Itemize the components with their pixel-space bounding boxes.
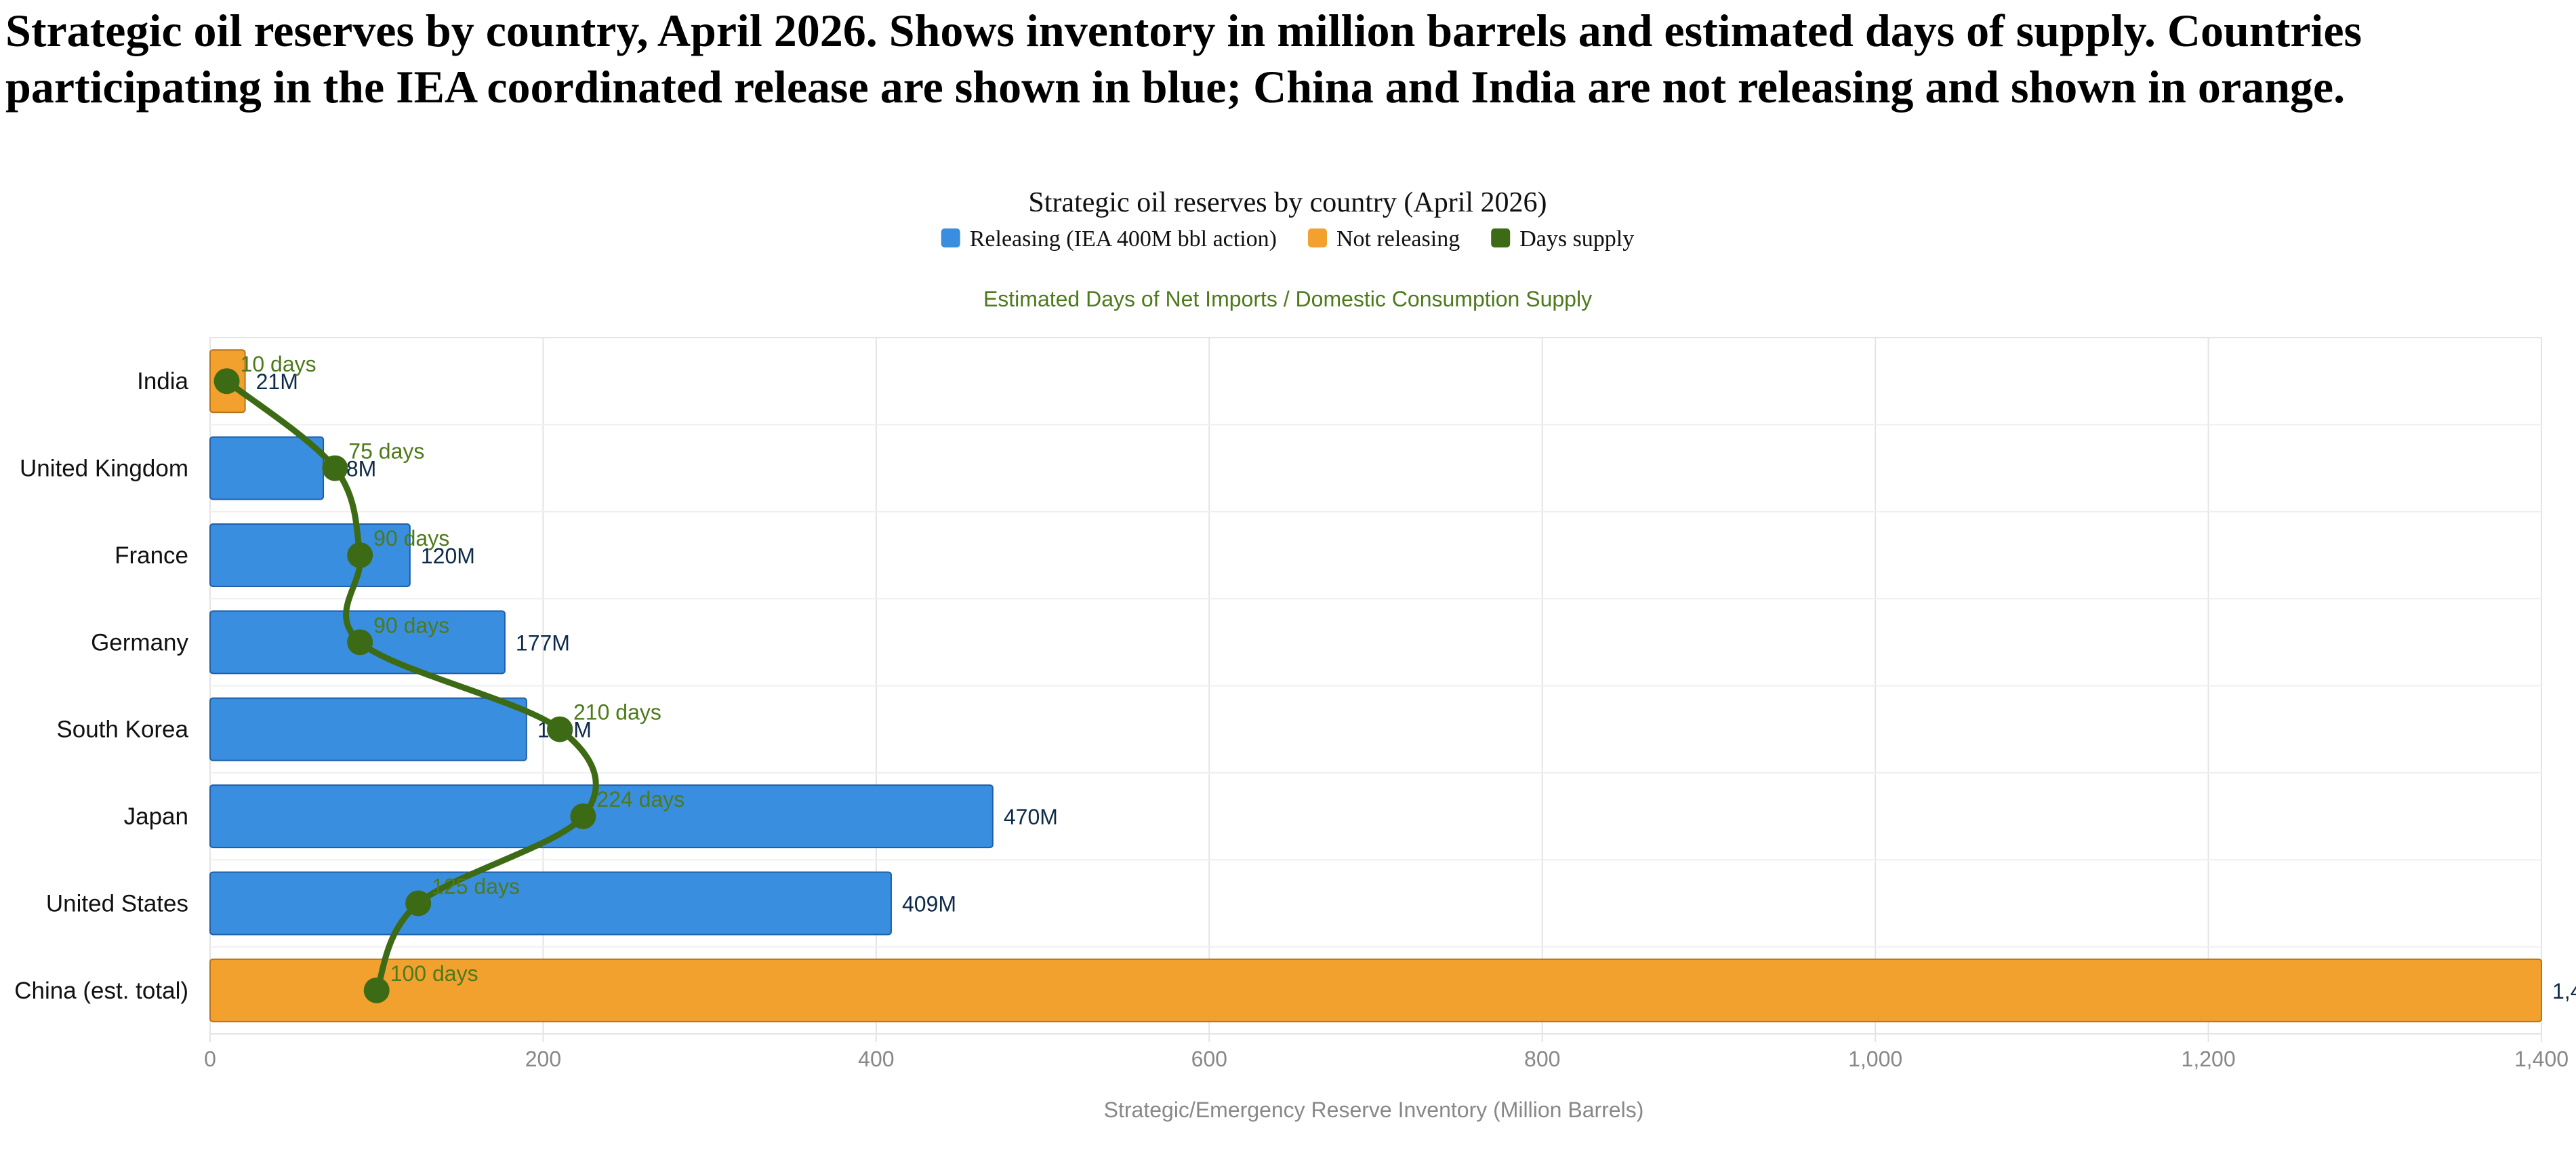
legend-label: Not releasing <box>1336 226 1460 252</box>
x-tick-label: 1,000 <box>1848 1047 1902 1071</box>
days-supply-point <box>213 368 240 395</box>
days-supply-line <box>224 378 599 994</box>
category-label: China (est. total) <box>14 978 188 1004</box>
legend-swatch <box>1491 228 1511 247</box>
days-supply-label: 75 days <box>348 439 424 464</box>
bar-united-states <box>209 871 892 936</box>
legend-label: Days supply <box>1519 226 1634 252</box>
legend-item: Days supply <box>1491 226 1634 252</box>
days-supply-label: 90 days <box>373 613 449 637</box>
bar-value-label: 177M <box>516 630 570 655</box>
category-label: France <box>115 542 188 569</box>
bar-japan <box>209 784 994 849</box>
chart-legend: Releasing (IEA 400M bbl action) Not relea… <box>941 226 1634 252</box>
days-supply-label: 210 days <box>573 700 661 725</box>
legend-label: Releasing (IEA 400M bbl action) <box>970 226 1277 252</box>
x-tick-label: 800 <box>1524 1047 1560 1071</box>
bar-value-label: 21M <box>256 369 298 394</box>
x-axis-title: Strategic/Emergency Reserve Inventory (M… <box>1104 1098 1644 1122</box>
days-supply-label: 224 days <box>596 787 684 812</box>
page-headline: Strategic oil reserves by country, April… <box>5 5 2362 113</box>
legend-item: Not releasing <box>1307 226 1460 252</box>
category-label: India <box>137 368 188 395</box>
bar-south-korea <box>209 697 527 761</box>
bar-value-label: 470M <box>1004 805 1058 829</box>
x-tick-label: 600 <box>1191 1047 1227 1071</box>
days-supply-label: 10 days <box>241 352 316 376</box>
days-supply-point <box>363 977 390 1003</box>
bar-value-label: 1,400M <box>2552 979 2576 1003</box>
days-supply-point <box>405 890 432 917</box>
category-label: Germany <box>91 629 188 656</box>
bar-china-est-total <box>209 958 2542 1022</box>
legend-swatch <box>1307 228 1327 247</box>
secondary-axis-title: Estimated Days of Net Imports / Domestic… <box>983 287 1592 311</box>
days-supply-point <box>322 455 348 481</box>
days-supply-label: 125 days <box>432 874 520 898</box>
days-supply-point <box>347 629 373 656</box>
x-tick-label: 400 <box>858 1047 894 1071</box>
bar-value-label: 409M <box>902 891 956 916</box>
days-supply-point <box>547 716 573 742</box>
days-supply-point <box>570 803 596 830</box>
days-supply-label: 90 days <box>373 526 449 550</box>
legend-swatch <box>941 228 960 247</box>
days-supply-label: 100 days <box>390 961 478 986</box>
chart-title: Strategic oil reserves by country (April… <box>1028 187 1547 218</box>
plot-area: 0 200 400 600 800 1,000 1,200 1,400 India 21M Unit… <box>14 337 2576 1071</box>
bar-united-kingdom <box>209 436 325 500</box>
days-supply-point <box>347 542 373 568</box>
category-label: United Kingdom <box>20 456 188 482</box>
x-tick-label: 1,400 <box>2514 1047 2569 1071</box>
category-label: United States <box>46 890 188 917</box>
legend-item: Releasing (IEA 400M bbl action) <box>941 226 1277 252</box>
x-tick-label: 0 <box>204 1047 216 1071</box>
category-label: Japan <box>124 803 188 830</box>
category-label: South Korea <box>56 717 188 743</box>
bar-value-label: 120M <box>421 544 475 568</box>
x-tick-label: 1,200 <box>2182 1047 2236 1071</box>
x-tick-label: 200 <box>525 1047 561 1071</box>
